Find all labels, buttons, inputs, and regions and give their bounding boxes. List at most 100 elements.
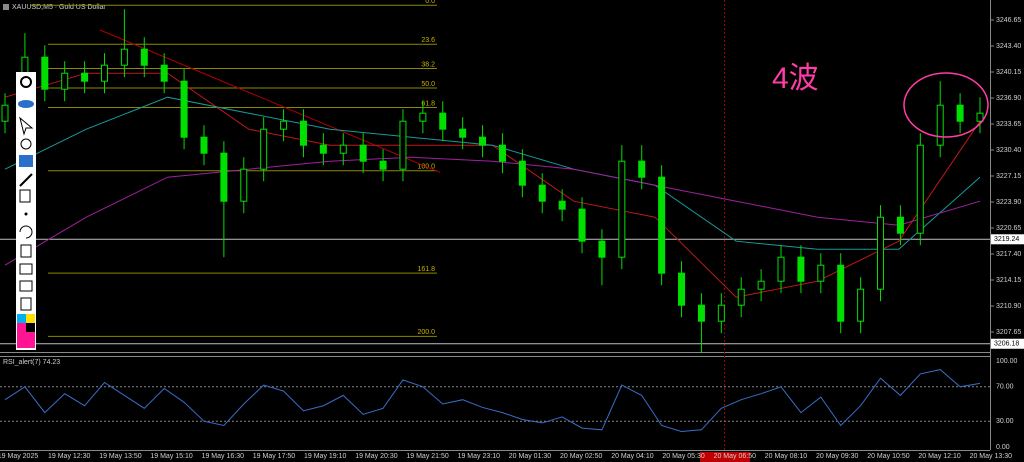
candle-body <box>359 144 367 162</box>
candle-body <box>160 64 168 82</box>
x-tick-label: 19 May 23:10 <box>458 453 501 460</box>
price-label-box <box>991 338 1024 349</box>
color-cyan[interactable] <box>17 314 26 323</box>
y-tick-label: 3243.40 <box>996 43 1021 50</box>
ruler-tool[interactable] <box>19 155 33 167</box>
color-current[interactable] <box>17 332 35 348</box>
candle-body <box>817 264 825 282</box>
fib-label: 61.8 <box>421 100 435 107</box>
candle-body <box>797 256 805 282</box>
candle-body <box>737 288 745 306</box>
y-tick-label: 3240.15 <box>996 69 1021 76</box>
y-tick-label: 3214.15 <box>996 277 1021 284</box>
y-tick-label: 3207.65 <box>996 329 1021 336</box>
candle-body <box>717 304 725 322</box>
annotation: 4波 <box>772 62 819 95</box>
screenshot-tool[interactable] <box>19 280 33 292</box>
candle-body <box>837 264 845 322</box>
y-tick-label: 3223.90 <box>996 199 1021 206</box>
color-yellow[interactable] <box>26 314 35 323</box>
crosshair-time-box <box>700 452 750 462</box>
moving-average <box>4 156 981 266</box>
dot-tool[interactable] <box>24 212 28 216</box>
candle-body <box>439 112 447 130</box>
x-tick-label: 19 May 20:30 <box>355 453 398 460</box>
rsi-line <box>4 369 981 433</box>
line-tool[interactable] <box>19 173 33 187</box>
undo-tool[interactable] <box>19 225 33 239</box>
candle-body <box>498 144 506 162</box>
chart-title: XAUUSD,M5 · Gold US Dollar <box>12 4 106 11</box>
fib-label: 23.6 <box>421 37 435 44</box>
object-tool[interactable] <box>19 263 33 275</box>
fib-label: 50.0 <box>421 81 435 88</box>
cursor-tool[interactable] <box>19 116 34 136</box>
candle-body <box>399 120 407 170</box>
candle-body <box>479 136 487 146</box>
candle-body <box>777 256 785 282</box>
pen-tool[interactable] <box>20 76 32 88</box>
moving-average <box>4 96 981 250</box>
x-tick-label: 19 May 2025 <box>0 453 38 460</box>
candle-body <box>578 208 586 242</box>
delete-tool[interactable] <box>20 244 32 258</box>
color-pink[interactable] <box>17 323 26 332</box>
x-tick-label: 20 May 09:30 <box>816 453 859 460</box>
fib-label: 0.0 <box>425 0 435 5</box>
x-tick-label: 20 May 08:10 <box>765 453 808 460</box>
rsi-tick-label: 70.00 <box>996 384 1014 391</box>
candle-body <box>936 104 944 146</box>
toolbar-bg <box>16 72 36 350</box>
candle-body <box>1 104 9 122</box>
candle-body <box>339 144 347 154</box>
x-tick-label: 20 May 01:30 <box>509 453 552 460</box>
x-tick-label: 20 May 12:10 <box>918 453 961 460</box>
x-tick-label: 20 May 04:10 <box>611 453 654 460</box>
x-tick-label: 20 May 06:50 <box>714 453 757 460</box>
y-tick-label: 3233.65 <box>996 121 1021 128</box>
candle-body <box>379 160 387 170</box>
candle-body <box>658 176 666 274</box>
x-tick-label: 19 May 16:30 <box>202 453 245 460</box>
price-label-box <box>991 234 1024 245</box>
x-tick-label: 20 May 02:50 <box>560 453 603 460</box>
y-tick-label: 3236.90 <box>996 95 1021 102</box>
candle-body <box>200 136 208 154</box>
candle-body <box>618 160 626 258</box>
rsi-tick-label: 0.00 <box>996 444 1010 451</box>
candle-body <box>678 272 686 306</box>
candle-body <box>956 104 964 122</box>
eye-tool[interactable] <box>18 100 34 108</box>
rsi-tick-label: 30.00 <box>996 418 1014 425</box>
rsi-label: RSI_alert(7) 74.23 <box>3 359 60 366</box>
list-tool[interactable] <box>20 297 32 311</box>
candle-body <box>976 112 984 122</box>
eraser-tool[interactable] <box>19 189 31 203</box>
candle-body <box>61 72 69 90</box>
candle-body <box>180 80 188 138</box>
x-tick-label: 20 May 05:30 <box>662 453 705 460</box>
trendline <box>99 29 441 173</box>
price-label: 3206.18 <box>994 341 1019 348</box>
candle-body <box>558 200 566 210</box>
candle-body <box>81 72 89 82</box>
candle-body <box>299 120 307 146</box>
candle-body <box>518 160 526 186</box>
color-black[interactable] <box>26 323 35 332</box>
y-tick-label: 3220.65 <box>996 225 1021 232</box>
candle-body <box>41 56 49 90</box>
candle-body <box>877 216 885 290</box>
candle-body <box>260 128 268 170</box>
toolbar <box>16 72 36 350</box>
x-tick-label: 19 May 13:50 <box>99 453 142 460</box>
annotation-circle <box>903 72 989 138</box>
candle-body <box>100 64 108 82</box>
y-tick-label: 3210.90 <box>996 303 1021 310</box>
candle-body <box>538 184 546 202</box>
magnet-tool[interactable] <box>20 138 32 150</box>
fib-label: 38.2 <box>421 61 435 68</box>
candle-body <box>140 48 148 66</box>
